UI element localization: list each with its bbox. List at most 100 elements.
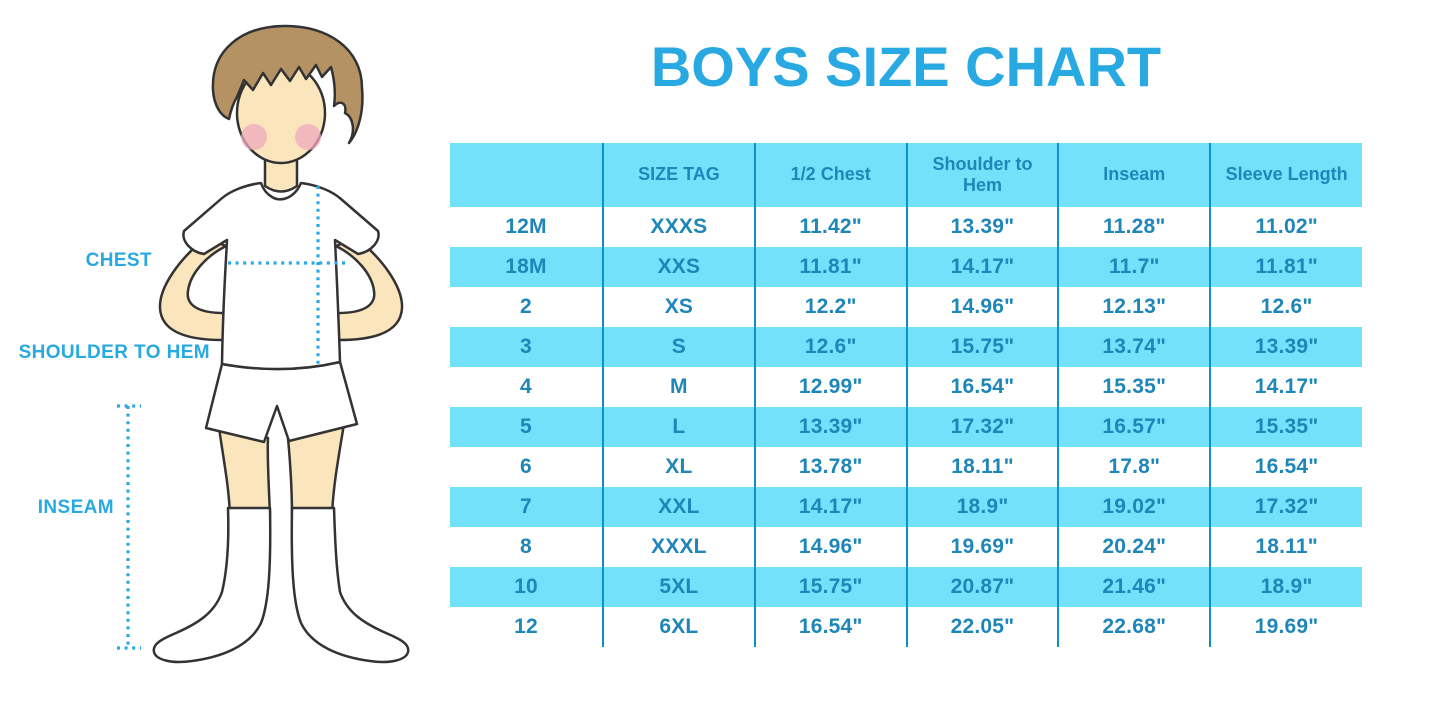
table-row: 2 XS 12.2" 14.96" 12.13" 12.6" — [450, 287, 1362, 327]
boy-left-arm — [158, 236, 231, 342]
measurement-cell: 12.6" — [753, 327, 907, 367]
header-cell: SIZE TAG — [602, 143, 755, 207]
size-chart-table: SIZE TAG 1/2 Chest Shoulder to Hem Inseam Sl… — [450, 143, 1362, 647]
measurement-cell: 16.54" — [905, 367, 1059, 407]
boy-hair — [211, 24, 364, 145]
table-row: 5 L 13.39" 17.32" 16.57" 15.35" — [450, 407, 1362, 447]
inseam-label: INSEAM — [37, 497, 114, 518]
size-tag-cell: M — [602, 367, 755, 407]
size-tag-cell: S — [602, 327, 755, 367]
measurement-cell: 17.32" — [905, 407, 1059, 447]
boy-left-sock — [152, 506, 272, 664]
size-tag-cell: XXXS — [602, 207, 755, 247]
size-cell: 7 — [450, 487, 603, 527]
size-tag-cell: XL — [602, 447, 755, 487]
size-cell: 12 — [514, 615, 538, 638]
header-cell-empty — [450, 143, 603, 207]
measurement-cell: 14.17" — [1209, 367, 1362, 407]
size-tag-cell: XXL — [602, 487, 755, 527]
size-tag-cell: L — [602, 407, 755, 447]
measurement-cell: 11.42" — [753, 207, 907, 247]
measurement-cell: 15.75" — [905, 327, 1059, 367]
size-cell: 4 — [520, 375, 532, 398]
size-cell: 6 — [520, 455, 532, 478]
table-row: 18M XXS 11.81" 14.17" 11.7" 11.81" — [450, 247, 1362, 287]
measurement-cell: 11.28" — [1057, 207, 1211, 247]
measurement-cell: 11.81" — [753, 247, 907, 287]
page-title: BOYS SIZE CHART — [650, 35, 1162, 98]
measurement-cell: 18.9" — [905, 487, 1059, 527]
measurement-cell: 11.7" — [1057, 247, 1211, 287]
measurement-cell: 14.17" — [905, 247, 1059, 287]
measurement-cell: 22.68" — [1057, 607, 1211, 647]
measurement-cell: 17.32" — [1209, 487, 1362, 527]
size-tag-cell: XXXL — [602, 527, 755, 567]
table-body: 12M XXXS 11.42" 13.39" 11.28" 11.02" 18M XXS 11.… — [450, 207, 1362, 647]
size-cell: 3 — [450, 327, 603, 367]
chest-label: CHEST — [85, 250, 152, 271]
measurement-cell: 16.54" — [1209, 447, 1362, 487]
measurement-cell: 20.24" — [1057, 527, 1211, 567]
measurement-cell: 16.57" — [1057, 407, 1211, 447]
table-row: 4 M 12.99" 16.54" 15.35" 14.17" — [450, 367, 1362, 407]
measurement-cell: 19.02" — [1057, 487, 1211, 527]
table-row: 8 XXXL 14.96" 19.69" 20.24" 18.11" — [450, 527, 1362, 567]
measurement-cell: 16.54" — [753, 607, 907, 647]
header-cell: 1/2 Chest — [753, 143, 907, 207]
shoulder-to-hem-label: SHOULDER TO HEM — [18, 342, 210, 363]
boy-right-cheek — [295, 124, 321, 150]
size-cell: 5 — [450, 407, 603, 447]
boy-tshirt — [182, 181, 380, 371]
measurement-cell: 15.75" — [753, 567, 907, 607]
table-row: 10 5XL 15.75" 20.87" 21.46" 18.9" — [450, 567, 1362, 607]
size-cell: 18M — [450, 247, 603, 287]
measurement-cell: 11.81" — [1209, 247, 1362, 287]
size-cell: 2 — [520, 295, 532, 318]
table-row: 12M XXXS 11.42" 13.39" 11.28" 11.02" — [450, 207, 1362, 247]
table-header: SIZE TAG 1/2 Chest Shoulder to Hem Inseam Sl… — [450, 143, 1362, 207]
size-cell: 12M — [505, 215, 547, 238]
size-cell: 10 — [450, 567, 603, 607]
measurement-cell: 12.13" — [1057, 287, 1211, 327]
size-cell: 8 — [520, 535, 532, 558]
measurement-cell: 13.74" — [1057, 327, 1211, 367]
measurement-cell: 14.96" — [753, 527, 907, 567]
measurement-cell: 12.6" — [1209, 287, 1362, 327]
measurement-cell: 18.11" — [1209, 527, 1362, 567]
measurement-cell: 17.8" — [1057, 447, 1211, 487]
boy-figure-illustration — [117, 24, 410, 664]
measurement-cell: 20.87" — [905, 567, 1059, 607]
boy-shorts — [204, 360, 359, 444]
measurement-cell: 11.02" — [1209, 207, 1362, 247]
measurement-cell: 19.69" — [905, 527, 1059, 567]
measurement-cell: 18.11" — [905, 447, 1059, 487]
measurement-cell: 13.39" — [905, 207, 1059, 247]
measurement-cell: 19.69" — [1209, 607, 1362, 647]
size-tag-cell: XS — [602, 287, 755, 327]
table-row: 12 6XL 16.54" 22.05" 22.68" 19.69" — [450, 607, 1362, 647]
table-row: 7 XXL 14.17" 18.9" 19.02" 17.32" — [450, 487, 1362, 527]
table-row: 6 XL 13.78" 18.11" 17.8" 16.54" — [450, 447, 1362, 487]
measurement-cell: 13.39" — [753, 407, 907, 447]
header-row: SIZE TAG 1/2 Chest Shoulder to Hem Inseam Sl… — [450, 143, 1362, 207]
measurement-cell: 14.96" — [905, 287, 1059, 327]
measurement-cell: 13.39" — [1209, 327, 1362, 367]
measurement-cell: 13.78" — [753, 447, 907, 487]
measurement-cell: 12.99" — [753, 367, 907, 407]
header-cell: Sleeve Length — [1209, 143, 1362, 207]
boy-left-cheek — [241, 124, 267, 150]
measurement-cell: 21.46" — [1057, 567, 1211, 607]
boy-right-sock — [290, 506, 410, 664]
header-cell: Shoulder to Hem — [905, 143, 1059, 207]
size-tag-cell: 5XL — [602, 567, 755, 607]
measurement-cell: 15.35" — [1209, 407, 1362, 447]
measurement-cell: 14.17" — [753, 487, 907, 527]
boy-right-arm — [331, 236, 404, 342]
size-tag-cell: 6XL — [602, 607, 755, 647]
header-cell: Inseam — [1057, 143, 1211, 207]
measurement-cell: 22.05" — [905, 607, 1059, 647]
measurement-cell: 18.9" — [1209, 567, 1362, 607]
size-tag-cell: XXS — [602, 247, 755, 287]
measurement-cell: 15.35" — [1057, 367, 1211, 407]
